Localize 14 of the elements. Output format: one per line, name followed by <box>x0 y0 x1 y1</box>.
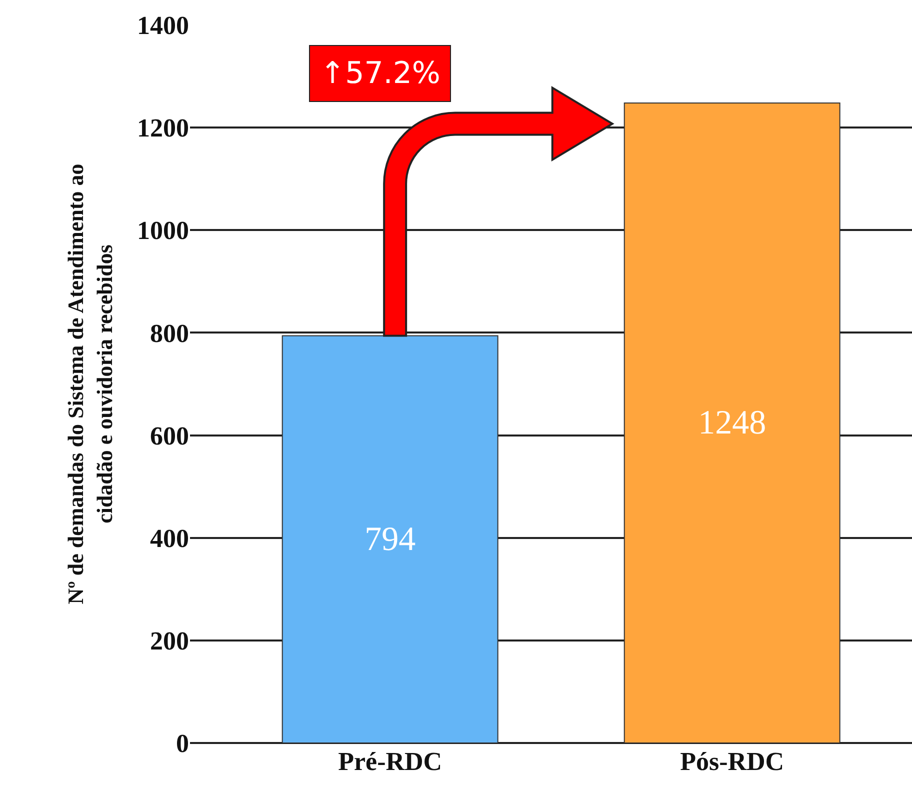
y-tick-label: 800 <box>150 318 189 348</box>
y-tick-label: 1200 <box>137 114 189 143</box>
y-tick-label: 200 <box>150 626 189 656</box>
data-label: 1248 <box>698 404 766 442</box>
x-tick-label: Pré-RDC <box>338 747 442 776</box>
x-tick-label: Pós-RDC <box>680 747 784 776</box>
annotation: ↑57.2% <box>320 56 440 91</box>
y-tick-label: 1400 <box>137 11 189 40</box>
y-axis-title: Nº de demandas do Sistema de Atendimento ao cidadão e ouvidoria recebidos <box>63 164 117 604</box>
y-tick-label: 400 <box>150 524 189 553</box>
y-tick-label: 0 <box>176 729 189 758</box>
data-label: 794 <box>364 520 416 558</box>
y-tick-label: 1000 <box>137 216 189 246</box>
y-tick-label: 600 <box>150 421 189 450</box>
